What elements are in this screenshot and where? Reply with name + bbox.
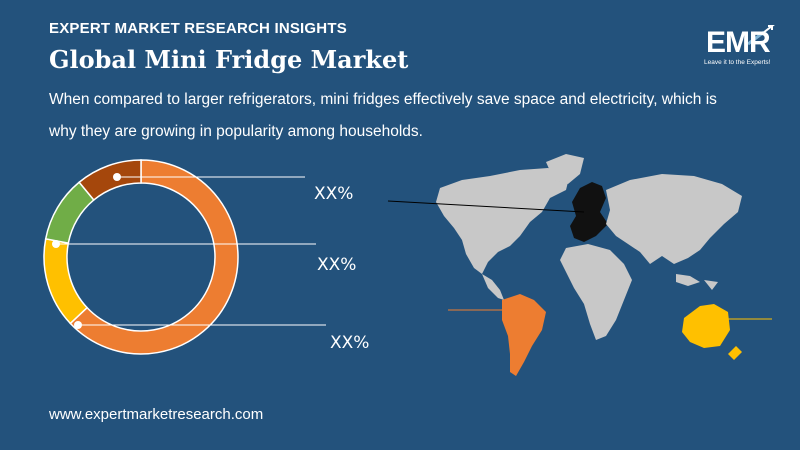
map-africa: [560, 244, 632, 340]
map-new-zealand: [728, 346, 742, 360]
leader-dot: [74, 321, 82, 329]
map-greenland: [546, 154, 584, 184]
leader-dot: [113, 173, 121, 181]
map-asia: [606, 174, 742, 264]
donut-slice: [78, 159, 142, 202]
donut-chart: XX% XX% XX%: [43, 159, 369, 355]
map-se-asia: [676, 274, 718, 290]
eyebrow-heading: EXPERT MARKET RESEARCH INSIGHTS: [49, 20, 347, 37]
percentage-label: XX%: [317, 255, 356, 275]
map-europe: [570, 182, 608, 242]
europe-pointer-line: [387, 200, 585, 213]
map-north-america: [436, 168, 570, 274]
map-south-america: [502, 294, 546, 376]
percentage-label: XX%: [330, 333, 369, 353]
footer-url: www.expertmarketresearch.com: [49, 406, 264, 423]
percentage-label: XX%: [314, 184, 353, 204]
page-title: Global Mini Fridge Market: [49, 45, 409, 74]
logo-text: EMR: [706, 26, 771, 59]
emr-logo: EMR Leave it to the Experts!: [690, 18, 790, 70]
description: When compared to larger refrigerators, m…: [49, 91, 717, 140]
map-australia: [682, 304, 730, 348]
donut-slice: [43, 237, 89, 325]
map-central-america: [482, 274, 504, 300]
world-map: [387, 154, 772, 376]
donut-slice: [69, 159, 239, 355]
logo-tagline: Leave it to the Experts!: [704, 59, 771, 66]
leader-dot: [52, 240, 60, 248]
logo-arrow-icon: [747, 25, 775, 46]
